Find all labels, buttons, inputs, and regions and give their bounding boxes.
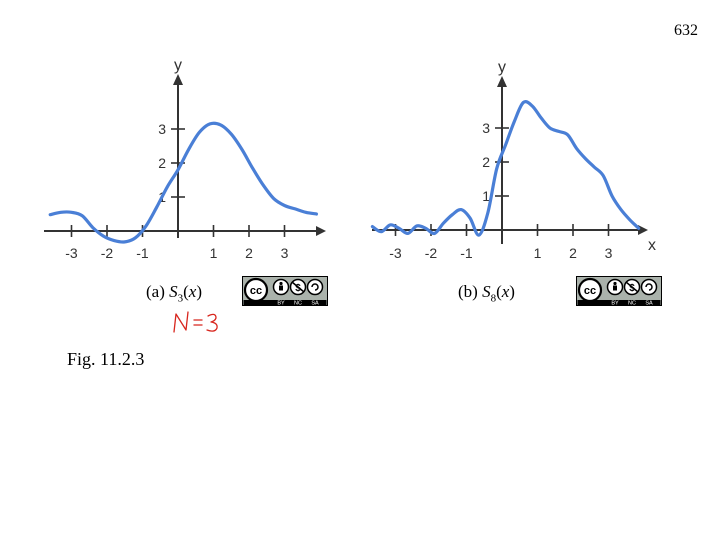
x-axis-label: x bbox=[648, 237, 656, 254]
y-tick-label: 1 bbox=[482, 188, 490, 204]
caption-a-sub: 3 bbox=[177, 292, 184, 305]
caption-a: (a) S3(x) bbox=[146, 282, 203, 305]
x-tick-label: 3 bbox=[605, 245, 613, 261]
x-axis-arrow bbox=[316, 226, 326, 236]
caption-b-var: x bbox=[501, 282, 510, 301]
x-tick-label: 2 bbox=[569, 245, 577, 261]
y-tick-label: 3 bbox=[482, 120, 490, 136]
handwritten-note bbox=[173, 311, 218, 333]
x-tick-label: -2 bbox=[425, 245, 438, 261]
svg-text:$: $ bbox=[295, 283, 301, 294]
cc-icon bbox=[243, 277, 269, 303]
cc-license-badge-a[interactable]: cc $ BY NC SA bbox=[242, 276, 328, 306]
x-tick-label: 1 bbox=[534, 245, 542, 261]
x-tick-label: 3 bbox=[281, 245, 289, 261]
nc-label: NC bbox=[294, 300, 302, 306]
series-line-b bbox=[370, 100, 641, 237]
y-tick-label: 3 bbox=[158, 121, 166, 137]
y-axis-label: y bbox=[498, 59, 506, 76]
y-tick-label: 2 bbox=[482, 154, 490, 170]
caption-b-sub: 8 bbox=[490, 292, 497, 305]
caption-a-func: S bbox=[169, 282, 178, 301]
x-tick-label: 2 bbox=[245, 245, 253, 261]
x-tick-label: -3 bbox=[65, 245, 78, 261]
cc-license-badge-b[interactable]: cc $ BY NC SA bbox=[576, 276, 662, 306]
caption-a-prefix: (a) bbox=[146, 282, 165, 301]
svg-text:$: $ bbox=[629, 283, 635, 294]
y-axis-arrow bbox=[173, 74, 183, 85]
sa-share-icon bbox=[306, 278, 324, 296]
cc-icon bbox=[577, 277, 603, 303]
cc-text: cc bbox=[250, 285, 262, 297]
caption-b-prefix: (b) bbox=[458, 282, 478, 301]
figure-label: Fig. 11.2.3 bbox=[67, 349, 145, 369]
y-axis-label: y bbox=[174, 57, 182, 74]
caption-a-var: x bbox=[188, 282, 197, 301]
sa-label: SA bbox=[645, 300, 653, 306]
cc-text: cc bbox=[584, 285, 596, 297]
x-tick-label: -1 bbox=[460, 245, 473, 261]
caption-b-func: S bbox=[482, 282, 491, 301]
by-label: BY bbox=[277, 300, 285, 306]
x-tick-label: 1 bbox=[210, 245, 218, 261]
sa-share-icon bbox=[640, 278, 658, 296]
y-axis-arrow bbox=[497, 76, 507, 87]
x-tick-label: -3 bbox=[389, 245, 402, 261]
page-number: 632 bbox=[674, 22, 698, 39]
sa-label: SA bbox=[311, 300, 319, 306]
caption-b: (b) S8(x) bbox=[458, 282, 515, 305]
y-tick-label: 2 bbox=[158, 155, 166, 171]
series-line-a bbox=[48, 121, 319, 244]
x-axis-arrow bbox=[638, 225, 648, 235]
by-label: BY bbox=[611, 300, 619, 306]
nc-label: NC bbox=[628, 300, 636, 306]
x-tick-label: -1 bbox=[136, 245, 149, 261]
x-tick-label: -2 bbox=[101, 245, 114, 261]
